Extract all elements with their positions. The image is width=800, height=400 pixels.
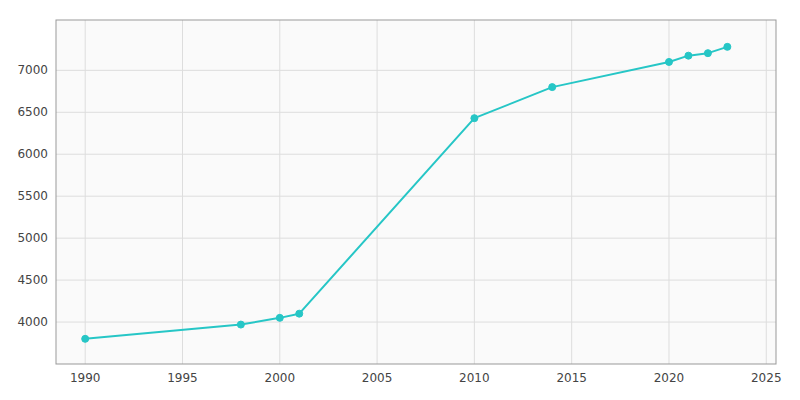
chart-svg: 4000 4500 5000 5500 6000 6500 7000 1990 1995 2000…: [0, 0, 800, 400]
y-tick-label: 4500: [17, 273, 48, 287]
x-grid-line: [474, 20, 475, 364]
x-tick-label: 1995: [167, 371, 198, 385]
x-tick-label: 2000: [265, 371, 296, 385]
point-marker: [296, 310, 303, 317]
point-marker: [549, 84, 556, 91]
point-marker: [665, 58, 672, 65]
series-line: [85, 47, 727, 339]
x-tick-label: 2025: [751, 371, 782, 385]
x-tick-label: 2005: [362, 371, 393, 385]
y-tick-label: 4000: [17, 315, 48, 329]
y-tick-label: 5500: [17, 189, 48, 203]
y-grid-line: [56, 322, 776, 323]
y-grid-line: [56, 154, 776, 155]
grid: [56, 20, 776, 364]
plot-background: [56, 20, 776, 364]
x-tick-label: 2015: [556, 371, 587, 385]
y-grid-line: [56, 280, 776, 281]
point-marker: [82, 335, 89, 342]
y-tick-label: 6500: [17, 105, 48, 119]
x-grid-line: [182, 20, 183, 364]
x-grid-line: [571, 20, 572, 364]
x-tick-label: 1990: [70, 371, 101, 385]
x-grid-line: [279, 20, 280, 364]
y-grid-line: [56, 238, 776, 239]
axes: 4000 4500 5000 5500 6000 6500 7000 1990 1995 2000…: [17, 63, 781, 385]
point-marker: [276, 314, 283, 321]
y-grid-line: [56, 112, 776, 113]
chart-container: 4000 4500 5000 5500 6000 6500 7000 1990 1995 2000…: [0, 0, 800, 400]
y-grid-line: [56, 196, 776, 197]
x-grid-line: [668, 20, 669, 364]
x-grid-line: [377, 20, 378, 364]
y-grid-line: [56, 70, 776, 71]
data-layer: [82, 43, 731, 342]
x-tick-label: 2010: [459, 371, 490, 385]
point-marker: [237, 321, 244, 328]
point-marker: [471, 115, 478, 122]
plot-frame: [56, 20, 776, 364]
y-tick-label: 6000: [17, 147, 48, 161]
x-grid-line: [85, 20, 86, 364]
y-tick-label: 7000: [17, 63, 48, 77]
x-tick-label: 2020: [654, 371, 685, 385]
point-marker: [704, 50, 711, 57]
point-marker: [685, 52, 692, 59]
point-marker: [724, 43, 731, 50]
x-grid-line: [766, 20, 767, 364]
y-tick-label: 5000: [17, 231, 48, 245]
